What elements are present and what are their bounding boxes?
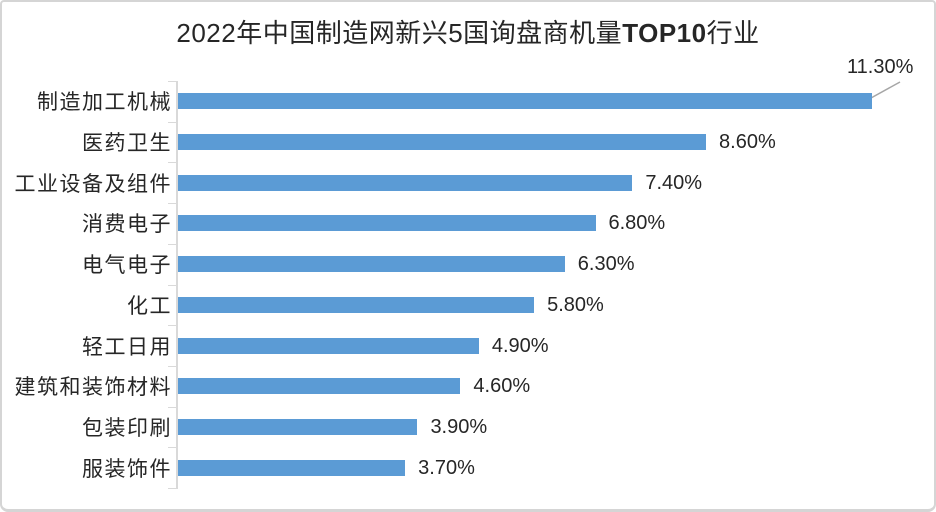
axis-tick <box>168 447 178 449</box>
axis-tick <box>168 284 178 286</box>
category-label: 轻工日用 <box>82 335 172 359</box>
data-label: 8.60% <box>719 131 776 154</box>
chart-title-top10: TOP10 <box>622 18 707 48</box>
category-label: 医药卫生 <box>82 132 172 156</box>
bar <box>178 296 535 313</box>
axis-tick <box>168 243 178 245</box>
axis-tick <box>168 365 178 367</box>
axis-tick <box>168 488 178 489</box>
data-label: 4.90% <box>491 334 549 357</box>
category-label: 化工 <box>127 294 172 318</box>
axis-tick <box>168 162 178 164</box>
bar <box>178 378 461 395</box>
axis-tick <box>168 325 178 327</box>
chart-title-prefix: 2022年中国制造网新兴5国询盘商机量 <box>176 18 623 48</box>
category-label: 消费电子 <box>82 213 172 237</box>
axis-tick <box>168 81 178 82</box>
data-label: 7.40% <box>645 171 703 194</box>
bar <box>178 174 633 191</box>
category-label: 工业设备及组件 <box>14 172 172 196</box>
axis-tick <box>168 121 178 123</box>
data-label: 3.70% <box>418 456 475 479</box>
bar <box>178 215 596 232</box>
category-label: 制造加工机械 <box>37 91 172 115</box>
category-label: 包装印刷 <box>82 416 172 440</box>
data-label: 6.80% <box>608 212 666 235</box>
data-label-callout: 11.30% <box>847 56 914 78</box>
data-label: 3.90% <box>430 415 488 438</box>
bar <box>178 134 707 151</box>
chart-title-suffix: 行业 <box>706 18 760 48</box>
bar <box>178 93 872 110</box>
data-label: 6.30% <box>577 253 635 276</box>
bar <box>178 459 406 476</box>
data-label: 5.80% <box>547 293 604 316</box>
data-label: 4.60% <box>473 375 531 398</box>
axis-tick <box>168 203 178 205</box>
category-label: 建筑和装饰材料 <box>14 376 172 400</box>
bar <box>178 256 565 273</box>
category-label: 电气电子 <box>82 254 172 278</box>
category-label: 服装饰件 <box>82 457 172 481</box>
chart-title: 2022年中国制造网新兴5国询盘商机量TOP10行业 <box>2 16 934 50</box>
axis-tick <box>168 406 178 408</box>
bar <box>178 337 479 354</box>
bar <box>178 418 418 435</box>
